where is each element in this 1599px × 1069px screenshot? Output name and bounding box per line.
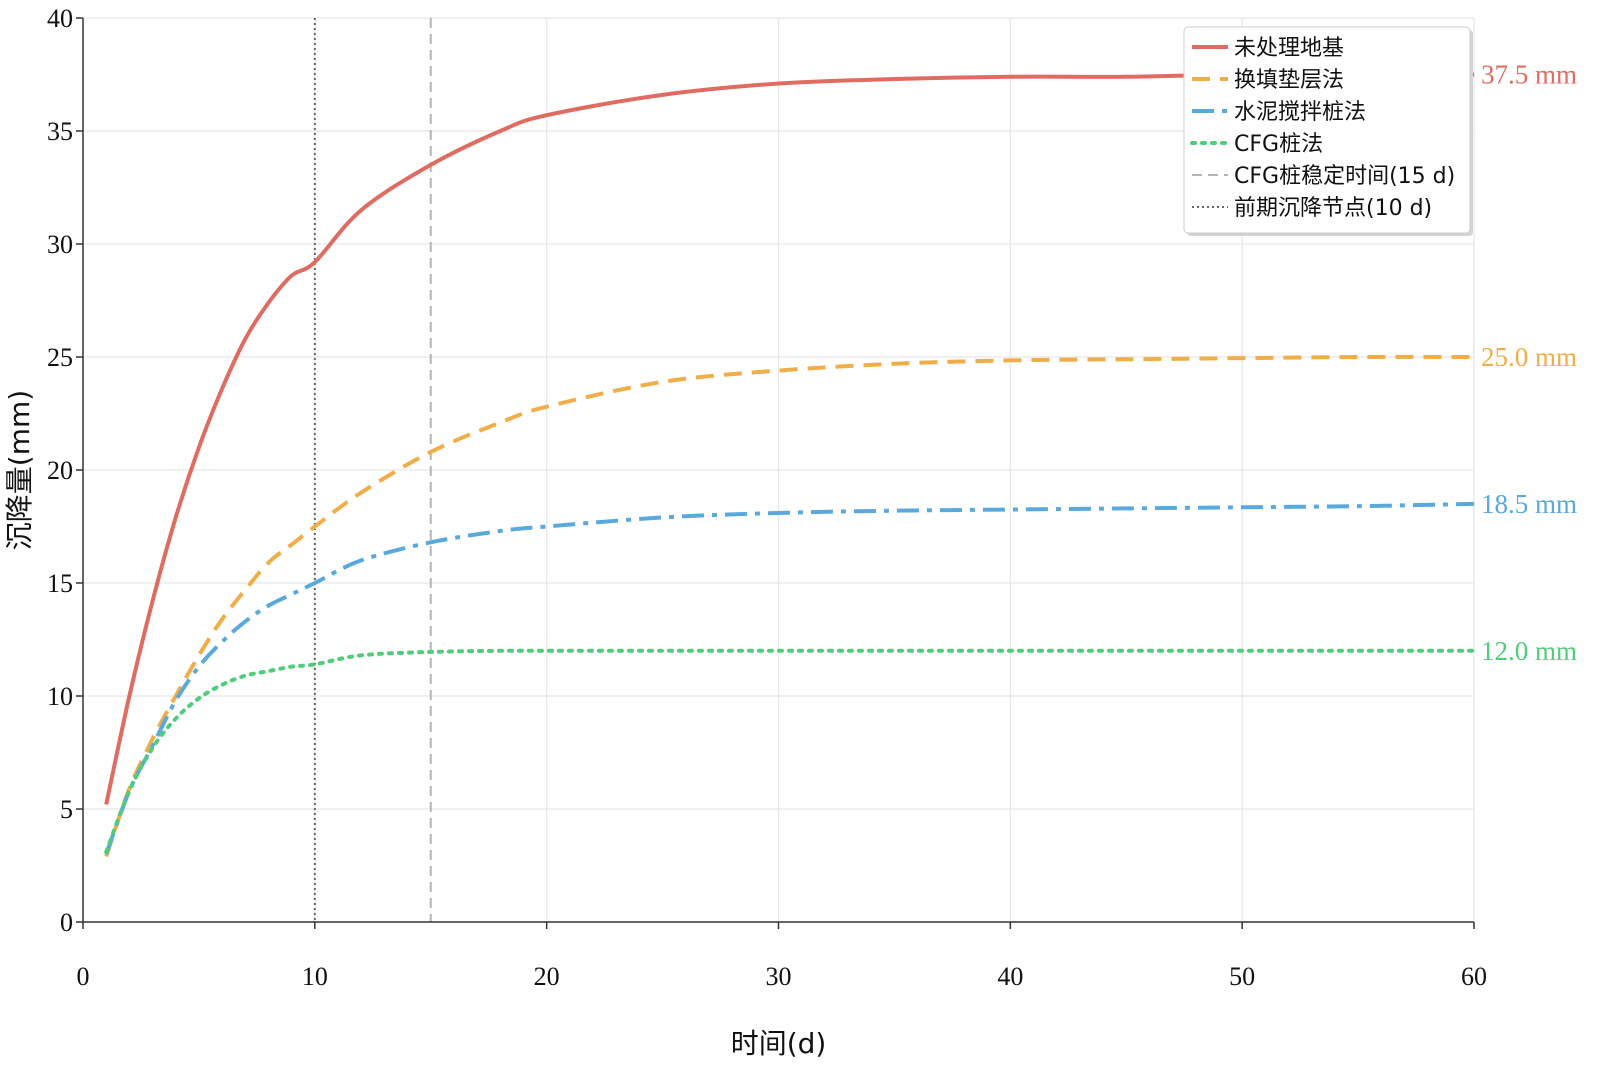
x-tick-label: 10 xyxy=(302,962,328,991)
end-value-label: 37.5 mm xyxy=(1481,60,1577,90)
y-tick-label: 30 xyxy=(47,230,73,259)
x-tick-label: 50 xyxy=(1229,962,1255,991)
axes xyxy=(76,17,1475,929)
tick-labels: 0 5 10 15 20 25 30 35 40 0 10 20 30 40 50 60 xyxy=(47,4,1487,991)
x-axis-title: 时间(d) xyxy=(731,1027,827,1060)
y-tick-label: 5 xyxy=(60,795,73,824)
end-value-label: 12.0 mm xyxy=(1481,636,1577,666)
series-line xyxy=(104,354,1475,858)
y-tick-label: 0 xyxy=(60,908,73,937)
legend-label: 未处理地基 xyxy=(1234,36,1344,61)
x-tick-label: 30 xyxy=(766,962,792,991)
y-tick-label: 40 xyxy=(47,4,73,33)
x-tick-label: 40 xyxy=(997,962,1023,991)
x-tick-label: 0 xyxy=(77,962,90,991)
legend-label: 前期沉降节点(10 d) xyxy=(1234,196,1432,221)
legend-label: 水泥搅拌桩法 xyxy=(1234,100,1366,125)
y-axis-title: 沉降量(mm) xyxy=(3,390,36,550)
series-line xyxy=(104,72,1474,805)
y-tick-label: 25 xyxy=(47,343,73,372)
legend-label: CFG桩法 xyxy=(1234,132,1323,157)
series-line xyxy=(104,501,1475,855)
y-tick-label: 10 xyxy=(47,682,73,711)
legend-label: 换填垫层法 xyxy=(1234,68,1344,93)
legend-label: CFG桩稳定时间(15 d) xyxy=(1234,164,1455,189)
x-tick-label: 60 xyxy=(1461,962,1487,991)
end-value-label: 18.5 mm xyxy=(1481,489,1577,519)
end-value-label: 25.0 mm xyxy=(1481,342,1577,372)
series-lines xyxy=(104,72,1476,858)
end-labels: 37.5 mm 25.0 mm 18.5 mm 12.0 mm xyxy=(1481,60,1577,666)
y-tick-label: 15 xyxy=(47,569,73,598)
reference-lines xyxy=(313,18,432,922)
x-tick-label: 20 xyxy=(534,962,560,991)
legend-box xyxy=(1183,26,1471,234)
y-tick-label: 35 xyxy=(47,117,73,146)
y-tick-label: 20 xyxy=(47,456,73,485)
series-line xyxy=(104,648,1476,854)
